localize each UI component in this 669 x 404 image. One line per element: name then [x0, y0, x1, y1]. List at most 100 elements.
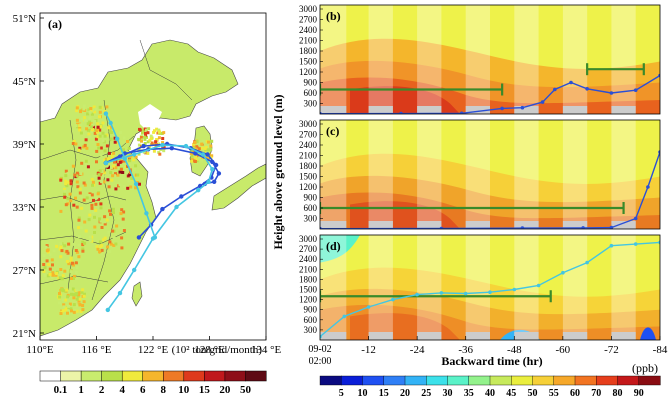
emission-cell — [114, 187, 118, 191]
emission-cell — [90, 177, 94, 181]
emission-cell — [144, 131, 147, 135]
emission-cell — [96, 130, 99, 134]
emission-cell — [97, 146, 101, 150]
emission-cell — [63, 269, 67, 273]
trajectory-point — [183, 143, 189, 149]
emission-cell — [111, 174, 115, 178]
y-tick-label: 2400 — [299, 254, 318, 264]
trajectory-height-point — [500, 106, 504, 111]
lon-tick-label: 116 °E — [82, 344, 112, 356]
emission-cell — [65, 268, 69, 272]
night-bar — [611, 332, 636, 340]
emission-cell — [206, 155, 210, 159]
emission-cell — [87, 132, 91, 136]
emission-cell — [48, 272, 52, 276]
emission-cell — [90, 130, 94, 134]
emission-cell — [157, 130, 161, 134]
trajectory-point — [133, 181, 139, 187]
trajectory-point — [115, 136, 120, 141]
emission-cell — [105, 163, 109, 167]
lon-tick-label: 134 °E — [251, 344, 282, 356]
emission-cell — [72, 274, 76, 278]
trajectory-point — [160, 142, 165, 148]
emission-cell — [108, 209, 112, 213]
x-tick-label: -12 — [361, 344, 376, 356]
emission-cell — [124, 165, 128, 169]
emission-cell — [98, 169, 102, 173]
emission-cell — [57, 301, 61, 305]
trajectory-height-point — [391, 297, 395, 302]
panel-a-map: (a) 110°E 116 °E 122 °E 128 °E 134 °E 51°N 45°… — [13, 12, 282, 396]
trajectory-point — [105, 307, 111, 313]
y-tick-label: 2100 — [299, 151, 318, 161]
emission-cell — [68, 302, 72, 306]
emission-cell — [59, 209, 63, 213]
emission-cell — [71, 287, 75, 291]
emission-cell — [82, 107, 86, 111]
emission-cell — [90, 203, 94, 207]
emission-cell — [59, 268, 63, 271]
emission-cell — [84, 163, 88, 167]
emission-cell — [101, 131, 105, 135]
emission-cell — [80, 117, 84, 121]
emission-cell — [79, 226, 83, 230]
emission-cell — [99, 153, 103, 157]
emission-cell — [114, 242, 118, 246]
emission-cell — [193, 160, 197, 163]
emission-cell — [90, 112, 94, 116]
colorbar-tick-label: 15 — [199, 384, 211, 396]
trajectory-height-point — [320, 226, 322, 229]
emission-cell — [51, 273, 55, 277]
emission-cell — [70, 309, 73, 313]
emission-cell — [72, 139, 76, 143]
emission-cell — [82, 300, 86, 304]
x-axis-label: Backward time (hr) — [441, 354, 542, 368]
emission-cell — [45, 259, 49, 263]
y-tick-label: 3000 — [299, 4, 318, 14]
trajectory-height-point — [512, 287, 517, 292]
panel-d-field — [320, 235, 660, 340]
emission-cell — [70, 311, 74, 315]
ppb-colorbar-swatch — [383, 375, 406, 386]
emission-cell — [80, 161, 84, 165]
emission-cell — [81, 288, 85, 292]
emission-cell — [71, 164, 75, 168]
x-tick-label: -72 — [604, 344, 619, 356]
emission-cell — [95, 149, 99, 153]
emission-cell — [112, 243, 116, 247]
emission-cell — [105, 133, 109, 137]
emission-cell — [111, 207, 115, 211]
trajectory-height-point — [633, 216, 638, 221]
emission-cell — [111, 164, 115, 168]
emission-cell — [109, 171, 113, 175]
emission-cell — [137, 143, 141, 147]
night-bar — [611, 106, 636, 114]
ppb-colorbar-tick-label: 20 — [400, 388, 410, 399]
night-shading — [320, 235, 347, 340]
ppb-colorbar-swatch — [511, 375, 534, 386]
emission-cell — [137, 137, 141, 141]
emission-cell — [75, 288, 79, 292]
emission-cell — [79, 131, 83, 135]
lat-tick-label: 45°N — [13, 76, 36, 88]
emission-cell — [157, 150, 161, 154]
emission-cell — [109, 212, 112, 216]
emission-cell — [122, 210, 126, 214]
emission-cell — [88, 110, 92, 114]
emission-cell — [81, 304, 85, 307]
night-bar — [368, 332, 393, 340]
emission-cell — [85, 127, 89, 131]
emission-cell — [86, 112, 90, 116]
emission-cell — [75, 266, 79, 269]
emission-cell — [70, 277, 73, 280]
night-shading — [417, 5, 442, 114]
emission-cell — [140, 139, 143, 143]
trajectory-height-point — [658, 240, 660, 245]
ppb-colorbar-swatch — [638, 375, 661, 386]
y-tick-label: 1500 — [299, 285, 318, 295]
emission-cell — [72, 303, 76, 307]
ppb-unit-label: (ppb) — [632, 361, 658, 375]
emission-cell — [42, 263, 46, 266]
night-bar — [562, 106, 588, 114]
trajectories — [103, 111, 222, 313]
